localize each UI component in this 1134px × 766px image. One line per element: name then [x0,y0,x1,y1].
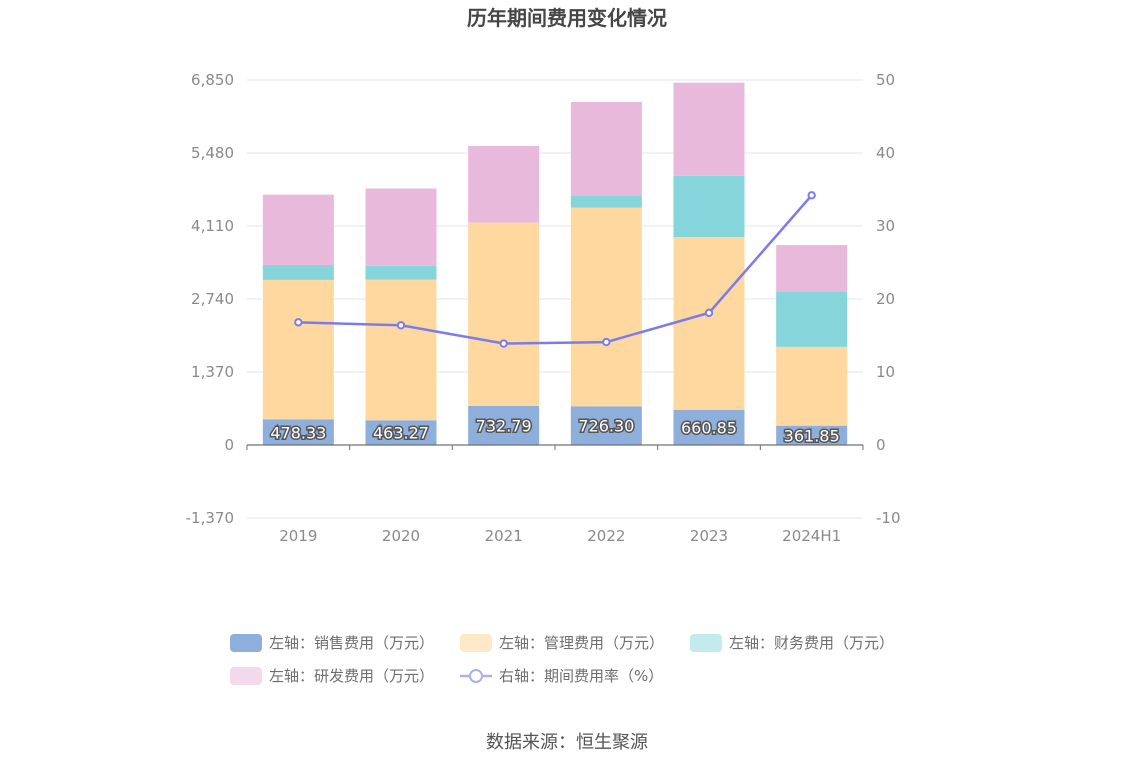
bar-segment-2 [468,222,540,406]
data-labels: 478.33 463.27 732.79 726.30 660.85 361.85 [269,415,841,447]
legend-marker-icon [469,669,483,683]
rate-line [294,191,816,348]
data-label: 732.79 [476,416,532,435]
x-category-label: 2022 [587,527,625,545]
y-left-tick-label: 1,370 [191,363,234,381]
x-category-label: 2024H1 [782,527,841,545]
source-note: 数据来源：恒生聚源 [486,732,648,753]
x-category-label: 2023 [690,527,728,545]
bar-segment-1 [262,419,334,445]
data-label: 478.33 [270,423,326,442]
legend: 左轴：销售费用（万元） 左轴：管理费用（万元） 左轴：财务费用（万元） 左轴：研发费用… [230,634,894,685]
legend-swatch [690,634,722,652]
grid [247,79,863,519]
rate-line-path [298,194,813,345]
rate-point [704,308,714,318]
bar-segment-1 [570,406,642,445]
y-right-tick-label: 0 [876,436,886,454]
y-right-tick-label: -10 [876,509,901,527]
legend-label: 左轴：管理费用（万元） [499,634,664,652]
legend-swatch [230,634,262,652]
bar-segment-3 [262,264,334,280]
y-right-tick-label: 50 [876,71,895,89]
y-right-tick-label: 30 [876,217,895,235]
y-right-tick-label: 10 [876,363,895,381]
x-category-label: 2020 [382,527,420,545]
data-label: 660.85 [681,418,737,437]
y-left-tick-label: 5,480 [191,144,234,162]
rate-point [499,339,508,348]
y-left-tick-label: 4,110 [191,217,234,235]
bar-segment-4 [570,102,642,196]
bar-segment-4 [365,188,437,266]
y-left-tick-label: 0 [224,436,234,454]
y-axis-left: 6,850 5,480 4,110 2,740 1,370 0 -1,370 [186,71,234,527]
bar-segment-3 [570,195,642,208]
bar-segment-1 [776,425,848,445]
bar-segment-2 [776,346,848,426]
legend-label: 左轴：销售费用（万元） [269,634,434,652]
bar-segment-2 [262,279,334,420]
bar-segment-1 [365,420,437,445]
legend-label: 左轴：财务费用（万元） [729,634,894,652]
y-right-tick-label: 40 [876,144,895,162]
legend-label: 右轴：期间费用率（%） [499,667,663,685]
legend-swatch [460,634,492,652]
data-label: 463.27 [373,424,429,443]
rate-point [602,337,611,347]
bar-segment-1 [673,409,745,445]
bar-segment-2 [365,279,437,421]
data-label: 361.85 [784,426,840,445]
x-category-label: 2021 [485,527,523,545]
bar-segment-4 [262,194,334,265]
bar-segment-3 [365,265,437,280]
y-right-tick-label: 20 [876,290,895,308]
bar-segment-4 [776,245,848,292]
y-left-tick-label: -1,370 [186,509,234,527]
rate-point [294,318,303,327]
data-label: 726.30 [578,417,634,436]
bar-segment-4 [673,82,745,176]
y-left-tick-label: 6,850 [191,71,234,89]
bar-segment-2 [673,237,745,410]
bar-segment-1 [468,405,540,445]
x-category-label: 2019 [279,527,317,545]
rate-point [807,191,816,200]
y-axis-right: 50 40 30 20 10 0 -10 [876,71,901,527]
bar-segment-3 [673,175,745,238]
bar-segment-4 [468,145,540,223]
x-axis: 2019 2020 2021 2022 2023 2024H1 [246,444,864,545]
bar-segment-3 [776,291,848,347]
bar-segment-2 [570,207,642,407]
rate-point [396,321,406,330]
bars [262,82,848,446]
chart-title: 历年期间费用变化情况 [467,6,667,30]
legend-swatch [230,667,262,685]
y-left-tick-label: 2,740 [191,290,234,308]
legend-label: 左轴：研发费用（万元） [269,667,434,685]
